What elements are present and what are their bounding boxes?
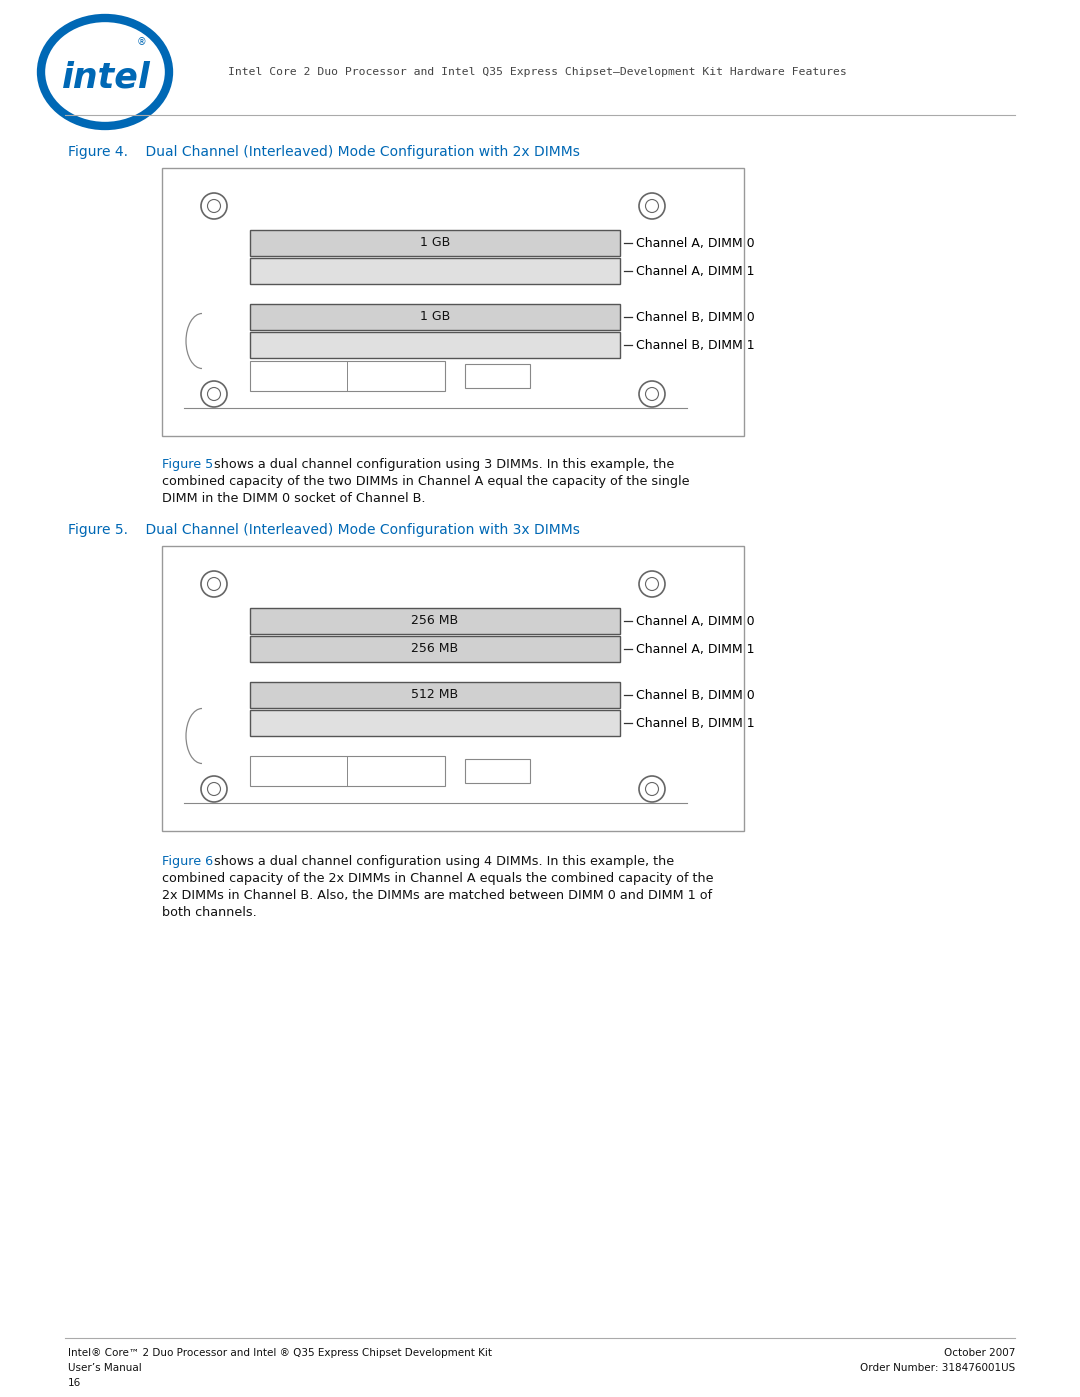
Text: DIMM in the DIMM 0 socket of Channel B.: DIMM in the DIMM 0 socket of Channel B. — [162, 492, 426, 504]
Text: 512 MB: 512 MB — [411, 689, 459, 701]
Circle shape — [639, 571, 665, 597]
Text: October 2007: October 2007 — [944, 1348, 1015, 1358]
Text: Channel B, DIMM 0: Channel B, DIMM 0 — [636, 310, 755, 324]
Bar — [249, 636, 620, 662]
Text: shows a dual channel configuration using 3 DIMMs. In this example, the: shows a dual channel configuration using… — [210, 458, 674, 471]
Bar — [465, 759, 530, 782]
Bar — [465, 365, 530, 388]
Text: 1 GB: 1 GB — [420, 236, 450, 250]
Text: combined capacity of the two DIMMs in Channel A equal the capacity of the single: combined capacity of the two DIMMs in Ch… — [162, 475, 689, 488]
Circle shape — [201, 193, 227, 219]
Circle shape — [639, 381, 665, 407]
Text: Channel B, DIMM 0: Channel B, DIMM 0 — [636, 689, 755, 701]
Text: Intel Core 2 Duo Processor and Intel Q35 Express Chipset—Development Kit Hardwar: Intel Core 2 Duo Processor and Intel Q35… — [228, 67, 847, 77]
Text: Channel A, DIMM 0: Channel A, DIMM 0 — [636, 615, 755, 627]
Circle shape — [201, 775, 227, 802]
Bar — [249, 710, 620, 736]
Text: Figure 4.    Dual Channel (Interleaved) Mode Configuration with 2x DIMMs: Figure 4. Dual Channel (Interleaved) Mod… — [68, 145, 580, 159]
Bar — [249, 756, 445, 787]
Bar — [162, 168, 744, 436]
Bar — [249, 360, 445, 391]
Text: Channel A, DIMM 1: Channel A, DIMM 1 — [636, 643, 755, 655]
Bar — [249, 231, 620, 256]
Circle shape — [639, 193, 665, 219]
Text: Figure 5: Figure 5 — [162, 458, 213, 471]
Circle shape — [201, 571, 227, 597]
Bar — [249, 332, 620, 358]
Text: ®: ® — [137, 36, 147, 47]
Text: Order Number: 318476001US: Order Number: 318476001US — [860, 1363, 1015, 1373]
Text: shows a dual channel configuration using 4 DIMMs. In this example, the: shows a dual channel configuration using… — [210, 855, 674, 868]
Bar — [162, 546, 744, 831]
Text: 2x DIMMs in Channel B. Also, the DIMMs are matched between DIMM 0 and DIMM 1 of: 2x DIMMs in Channel B. Also, the DIMMs a… — [162, 888, 712, 902]
Text: Channel A, DIMM 0: Channel A, DIMM 0 — [636, 236, 755, 250]
Text: Intel® Core™ 2 Duo Processor and Intel ® Q35 Express Chipset Development Kit: Intel® Core™ 2 Duo Processor and Intel ®… — [68, 1348, 492, 1358]
Text: 256 MB: 256 MB — [411, 615, 459, 627]
Text: Figure 6: Figure 6 — [162, 855, 213, 868]
Text: 1 GB: 1 GB — [420, 310, 450, 324]
Text: 256 MB: 256 MB — [411, 643, 459, 655]
Text: intel: intel — [62, 61, 150, 95]
Text: User’s Manual: User’s Manual — [68, 1363, 141, 1373]
Text: both channels.: both channels. — [162, 907, 257, 919]
Text: Channel A, DIMM 1: Channel A, DIMM 1 — [636, 264, 755, 278]
Circle shape — [639, 775, 665, 802]
Text: combined capacity of the 2x DIMMs in Channel A equals the combined capacity of t: combined capacity of the 2x DIMMs in Cha… — [162, 872, 714, 886]
Text: Channel B, DIMM 1: Channel B, DIMM 1 — [636, 717, 755, 729]
Bar — [249, 258, 620, 284]
Bar — [249, 608, 620, 634]
Bar — [249, 682, 620, 708]
Bar — [249, 305, 620, 330]
Circle shape — [201, 381, 227, 407]
Ellipse shape — [67, 43, 145, 109]
Text: Figure 5.    Dual Channel (Interleaved) Mode Configuration with 3x DIMMs: Figure 5. Dual Channel (Interleaved) Mod… — [68, 522, 580, 536]
Text: 16: 16 — [68, 1377, 81, 1389]
Text: Channel B, DIMM 1: Channel B, DIMM 1 — [636, 338, 755, 352]
